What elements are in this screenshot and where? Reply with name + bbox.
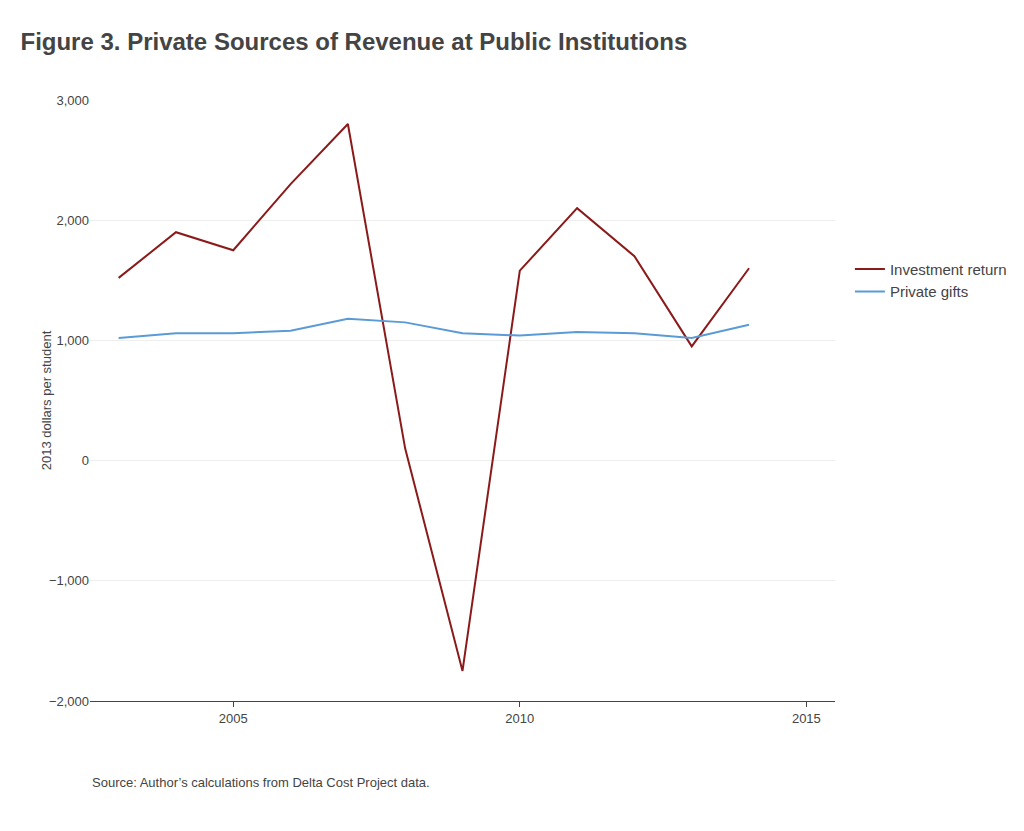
svg-text:Investment return: Investment return xyxy=(890,261,1007,278)
svg-text:2013 dollars per student: 2013 dollars per student xyxy=(39,330,54,470)
svg-text:Figure 3. Private Sources of R: Figure 3. Private Sources of Revenue at … xyxy=(20,28,687,55)
svg-text:2010: 2010 xyxy=(505,711,534,726)
svg-text:1,000: 1,000 xyxy=(56,333,89,348)
svg-text:2015: 2015 xyxy=(792,711,821,726)
svg-text:Private gifts: Private gifts xyxy=(890,283,968,300)
svg-text:2005: 2005 xyxy=(219,711,248,726)
svg-text:2,000: 2,000 xyxy=(56,213,89,228)
svg-text:0: 0 xyxy=(82,453,89,468)
svg-text:−1,000: −1,000 xyxy=(49,573,89,588)
svg-text:3,000: 3,000 xyxy=(56,93,89,108)
svg-text:Source: Author’s calculations: Source: Author’s calculations from Delta… xyxy=(92,775,430,790)
svg-text:−2,000: −2,000 xyxy=(49,694,89,709)
